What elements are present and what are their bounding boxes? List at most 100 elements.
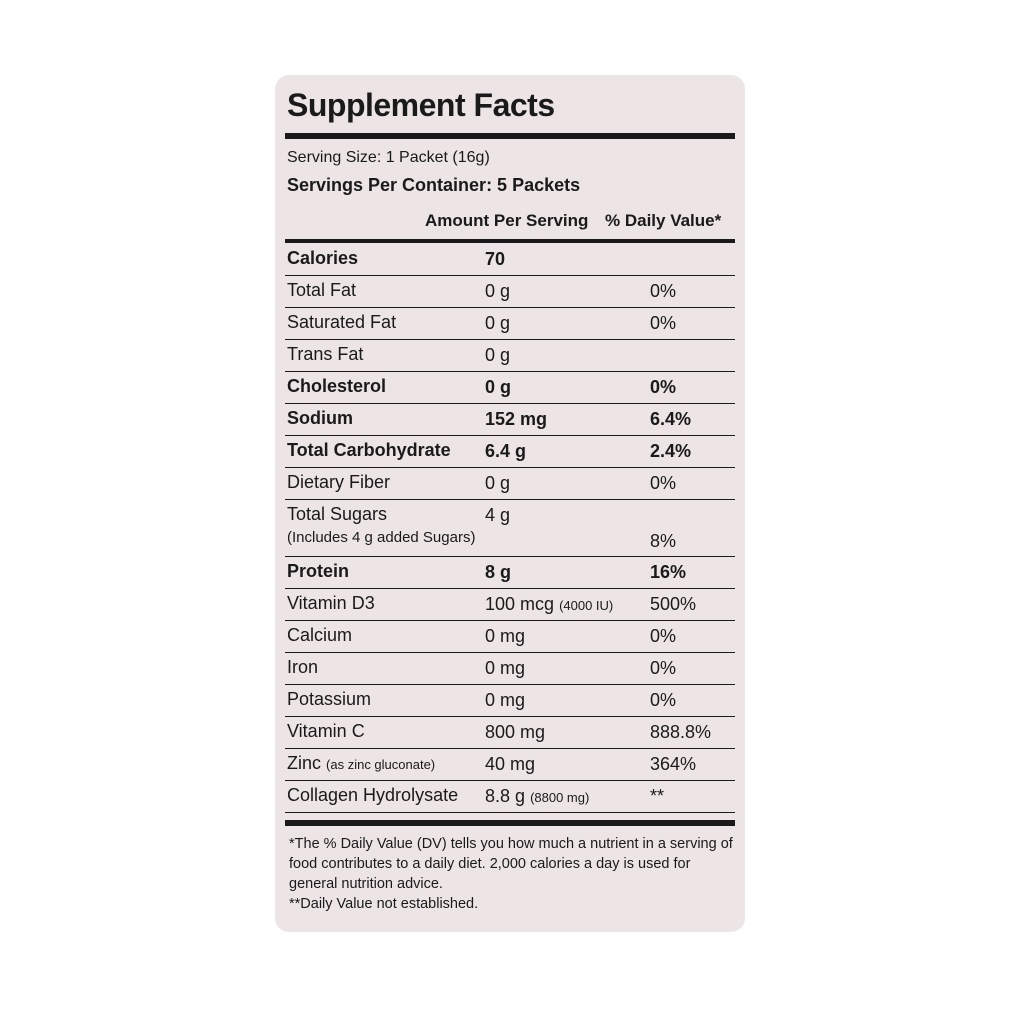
nutrient-name: Calcium (287, 625, 352, 646)
amount-text: 0 g (485, 473, 511, 493)
nutrient-name: Trans Fat (287, 344, 363, 365)
header-amount: Amount Per Serving (425, 211, 589, 230)
amount-text: 0 g (485, 345, 511, 365)
daily-value: 0% (650, 377, 677, 397)
daily-value: 0% (650, 281, 677, 301)
nutrient-name: Calories (287, 248, 358, 269)
name-text: Trans Fat (287, 344, 364, 364)
name-text: Dietary Fiber (287, 472, 391, 492)
amount: 0 g (485, 313, 510, 334)
name-text: Collagen Hydrolysate (287, 785, 459, 805)
name-text: Sodium (287, 408, 353, 428)
amount-text: 0 g (485, 377, 512, 397)
daily-value: 0% (650, 473, 677, 493)
daily-value: 8% (650, 531, 677, 551)
amount-note: (8800 mg) (530, 790, 590, 805)
label-card: Supplement Facts Serving Size: 1 Packet … (275, 75, 745, 932)
amount: 0 g (485, 281, 510, 302)
daily-value: 0% (650, 313, 677, 333)
nutrient-row: Potassium 0 mg 0% (285, 684, 735, 717)
amount: 100 mcg (4000 IU) (485, 594, 613, 615)
daily-value: 0% (650, 658, 677, 678)
name-text: Total Carbohydrate (287, 440, 451, 460)
amount: 0 mg (485, 626, 525, 647)
nutrient-name: Zinc (as zinc gluconate) (287, 753, 435, 774)
nutrient-row: Cholesterol 0 g 0% (285, 371, 735, 404)
amount: 6.4 g (485, 441, 526, 462)
daily-value: 16% (650, 562, 687, 582)
footnotes: *The % Daily Value (DV) tells you how mu… (289, 834, 735, 914)
nutrient-name: Vitamin D3 (287, 593, 375, 614)
amount-text: 0 g (485, 313, 511, 333)
serving-size: Serving Size: 1 Packet (16g) (287, 149, 490, 166)
nutrient-name: Sodium (287, 408, 353, 429)
daily-value: 0% (650, 690, 677, 710)
name-text: Total Sugars (287, 504, 388, 524)
nutrient-row: Iron 0 mg 0% (285, 652, 735, 685)
amount: 0 mg (485, 658, 525, 679)
rule (285, 820, 735, 826)
daily-value: 364% (650, 754, 697, 774)
nutrient-row: Protein 8 g 16% (285, 556, 735, 589)
nutrient-name: Cholesterol (287, 376, 386, 397)
name-text: Total Fat (287, 280, 357, 300)
amount: 0 g (485, 473, 510, 494)
rule (285, 239, 735, 243)
nutrient-name: Potassium (287, 689, 371, 710)
name-text: Iron (287, 657, 319, 677)
amount-text: 70 (485, 249, 506, 269)
title: Supplement Facts (287, 87, 555, 123)
header-daily-value: % Daily Value* (605, 211, 722, 230)
amount: 0 g (485, 345, 510, 366)
nutrient-name: Total Fat (287, 280, 356, 301)
nutrient-name: Collagen Hydrolysate (287, 785, 458, 806)
sub-text: (Includes 4 g added Sugars) (287, 529, 476, 546)
daily-value: 2.4% (650, 441, 692, 461)
footnote: *The % Daily Value (DV) tells you how mu… (289, 836, 733, 892)
amount: 152 mg (485, 409, 547, 430)
nutrient-row: Sodium 152 mg 6.4% (285, 403, 735, 436)
daily-value: 888.8% (650, 722, 712, 742)
nutrient-name: Iron (287, 657, 318, 678)
name-text: Zinc (287, 753, 322, 773)
amount-text: 8.8 g (485, 786, 526, 806)
amount-text: 0 mg (485, 626, 526, 646)
nutrient-name: Saturated Fat (287, 312, 396, 333)
amount-text: 4 g (485, 505, 511, 525)
name-text: Calcium (287, 625, 353, 645)
rule (285, 133, 735, 139)
nutrient-row: Trans Fat 0 g (285, 339, 735, 372)
name-text: Protein (287, 561, 350, 581)
nutrient-row: Saturated Fat 0 g 0% (285, 307, 735, 340)
amount: 0 g (485, 377, 511, 398)
amount: 800 mg (485, 722, 545, 743)
daily-value: 0% (650, 626, 677, 646)
footnote: **Daily Value not established. (289, 896, 479, 912)
amount: 40 mg (485, 754, 535, 775)
name-text: Saturated Fat (287, 312, 397, 332)
amount-text: 8 g (485, 562, 512, 582)
servings-per-container: Servings Per Container: 5 Packets (287, 175, 581, 195)
daily-value: ** (650, 786, 665, 806)
amount-text: 152 mg (485, 409, 548, 429)
amount: 70 (485, 249, 505, 270)
nutrient-row: Vitamin C 800 mg 888.8% (285, 716, 735, 749)
amount-text: 800 mg (485, 722, 546, 742)
amount-text: 40 mg (485, 754, 536, 774)
amount: 8 g (485, 562, 511, 583)
daily-value: 6.4% (650, 409, 692, 429)
nutrient-name: Protein (287, 561, 349, 582)
amount-text: 0 mg (485, 690, 526, 710)
amount-text: 100 mcg (485, 594, 555, 614)
nutrient-name: Total Sugars (287, 504, 387, 525)
nutrient-row: Calcium 0 mg 0% (285, 620, 735, 653)
daily-value: 500% (650, 594, 697, 614)
amount: 8.8 g (8800 mg) (485, 786, 589, 807)
name-text: Potassium (287, 689, 372, 709)
name-text: Vitamin D3 (287, 593, 375, 613)
nutrient-row: Vitamin D3 100 mcg (4000 IU) 500% (285, 588, 735, 621)
nutrient-row: Total Carbohydrate 6.4 g 2.4% (285, 435, 735, 468)
amount-text: 0 mg (485, 658, 526, 678)
nutrient-name: Vitamin C (287, 721, 365, 742)
